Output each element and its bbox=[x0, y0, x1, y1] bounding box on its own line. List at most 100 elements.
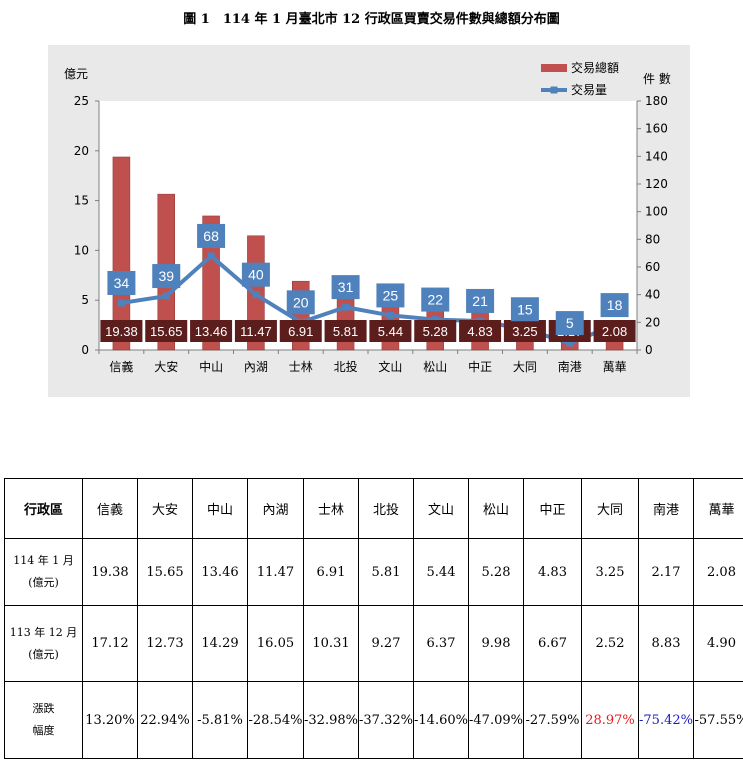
category-label: 信義 bbox=[109, 359, 133, 374]
table-cell: 9.27 bbox=[358, 605, 414, 682]
table-cell: 13.46 bbox=[192, 538, 248, 606]
table-cell: 4.90 bbox=[693, 605, 743, 682]
category-label: 南港 bbox=[558, 359, 582, 374]
line-label-box bbox=[376, 283, 405, 308]
chart-area: 0 5 10 15 20 25 0 20 40 60 80 100 120 140 160 180 億元 件 數 1… bbox=[48, 45, 690, 397]
line-label-box bbox=[466, 288, 495, 313]
table-row: 114 年 1 月 (億元) 19.38 15.65 13.46 11.47 6.91 5.8… bbox=[4, 538, 743, 606]
table-cell: 5.81 bbox=[358, 538, 414, 606]
category-label: 大同 bbox=[513, 360, 537, 374]
left-tick-label: 15 bbox=[74, 194, 89, 208]
line-label-box bbox=[152, 264, 181, 289]
line-value-label: 68 bbox=[203, 228, 219, 244]
bar-label-box bbox=[459, 320, 502, 342]
bar-value-label: 5.81 bbox=[333, 324, 358, 339]
bar-label-box bbox=[145, 320, 188, 342]
bar-value-label: 3.25 bbox=[512, 324, 537, 339]
left-tick-label: 10 bbox=[74, 243, 89, 257]
category-label: 北投 bbox=[334, 359, 358, 374]
table-cell: 2.08 bbox=[693, 538, 743, 606]
table-cell: 28.97% bbox=[581, 681, 639, 759]
bar-label-box bbox=[234, 320, 277, 342]
bar-label-box bbox=[369, 320, 412, 342]
line-point-文山 bbox=[386, 311, 394, 319]
category-label: 中山 bbox=[199, 359, 223, 374]
row-label-line1: 113 年 12 月 bbox=[9, 625, 78, 639]
table-cell: -47.09% bbox=[468, 681, 524, 759]
figure-title: 圖 1 114 年 1 月臺北市 12 行政區買賣交易件數與總額分布圖 bbox=[183, 12, 560, 27]
table-cell: -37.32% bbox=[358, 681, 414, 759]
line-value-label: 34 bbox=[114, 275, 130, 291]
table-cell: 11.47 bbox=[247, 538, 304, 606]
table-cell: 5.28 bbox=[468, 538, 524, 606]
table-row-label: 113 年 12 月 (億元) bbox=[4, 605, 83, 682]
row-label-line2: (億元) bbox=[28, 647, 59, 661]
bar-value-label: 15.65 bbox=[150, 324, 183, 339]
left-tick-label: 0 bbox=[81, 343, 89, 357]
table-header-district: 北投 bbox=[358, 478, 414, 539]
table-header-district: 萬華 bbox=[693, 478, 743, 539]
bar-value-label: 4.83 bbox=[467, 324, 492, 339]
table-cell: 6.67 bbox=[523, 605, 582, 682]
table-cell: 15.65 bbox=[137, 538, 193, 606]
legend-line-marker bbox=[550, 86, 558, 94]
bar-label-box bbox=[503, 320, 546, 342]
bar-value-label: 5.44 bbox=[378, 324, 403, 339]
row-label-line2: (億元) bbox=[28, 576, 59, 589]
bar-label-box bbox=[190, 320, 233, 342]
category-label: 中正 bbox=[468, 359, 492, 374]
table-cell: 4.83 bbox=[523, 538, 582, 606]
table-row-label: 114 年 1 月 (億元) bbox=[4, 538, 83, 606]
category-label: 萬華 bbox=[603, 360, 627, 374]
line-value-label: 40 bbox=[248, 267, 264, 283]
left-tick-label: 20 bbox=[74, 144, 89, 158]
table-row-label: 漲跌 幅度 bbox=[4, 681, 83, 759]
table-cell: 6.91 bbox=[303, 538, 359, 606]
bar-中山 bbox=[202, 215, 220, 351]
line-point-中山 bbox=[207, 252, 215, 260]
left-axis-title: 億元 bbox=[64, 67, 88, 81]
table-cell: 19.38 bbox=[82, 538, 138, 606]
table-header-district: 大同 bbox=[581, 478, 639, 539]
right-tick-label: 80 bbox=[645, 232, 660, 246]
table-header-district: 中正 bbox=[523, 478, 582, 539]
line-point-松山 bbox=[431, 316, 439, 324]
line-point-南港 bbox=[566, 339, 574, 347]
line-value-label: 25 bbox=[383, 287, 399, 303]
table-cell: 10.31 bbox=[303, 605, 359, 682]
table-cell: 16.05 bbox=[247, 605, 304, 682]
table-cell: -32.98% bbox=[303, 681, 359, 759]
table-cell: 3.25 bbox=[581, 538, 639, 606]
bar-label-box bbox=[100, 320, 143, 342]
table-cell: 2.52 bbox=[581, 605, 639, 682]
table-header-district: 松山 bbox=[468, 478, 524, 539]
bar-label-box bbox=[593, 320, 636, 342]
table-cell: 2.17 bbox=[638, 538, 694, 606]
line-value-label: 5 bbox=[566, 315, 574, 331]
table-cell: 12.73 bbox=[137, 605, 193, 682]
combo-chart: 0 5 10 15 20 25 0 20 40 60 80 100 120 140 160 180 億元 件 數 1… bbox=[64, 60, 671, 374]
legend-bar-swatch bbox=[541, 64, 567, 72]
line-value-label: 39 bbox=[158, 268, 174, 284]
right-tick-label: 60 bbox=[645, 260, 660, 274]
category-label: 文山 bbox=[378, 359, 402, 374]
line-label-box bbox=[107, 270, 136, 295]
right-tick-label: 120 bbox=[645, 177, 668, 191]
line-value-label: 22 bbox=[427, 292, 443, 308]
table-header-district: 大安 bbox=[137, 478, 193, 539]
row-label-line2: 幅度 bbox=[32, 724, 55, 737]
line-label-box bbox=[421, 287, 450, 312]
table-cell: -14.60% bbox=[413, 681, 469, 759]
table-cell: 22.94% bbox=[137, 681, 193, 759]
table-cell: -27.59% bbox=[523, 681, 582, 759]
legend-line-label: 交易量 bbox=[571, 82, 607, 97]
table-cell: 6.37 bbox=[413, 605, 469, 682]
line-value-label: 15 bbox=[517, 301, 533, 317]
line-value-label: 20 bbox=[293, 294, 309, 310]
bar-value-label: 13.46 bbox=[195, 324, 228, 339]
line-label-box bbox=[510, 297, 539, 322]
right-tick-label: 180 bbox=[645, 94, 668, 108]
line-label-box bbox=[555, 311, 584, 336]
table-cell: 13.20% bbox=[82, 681, 138, 759]
table-header-district: 內湖 bbox=[247, 478, 304, 539]
